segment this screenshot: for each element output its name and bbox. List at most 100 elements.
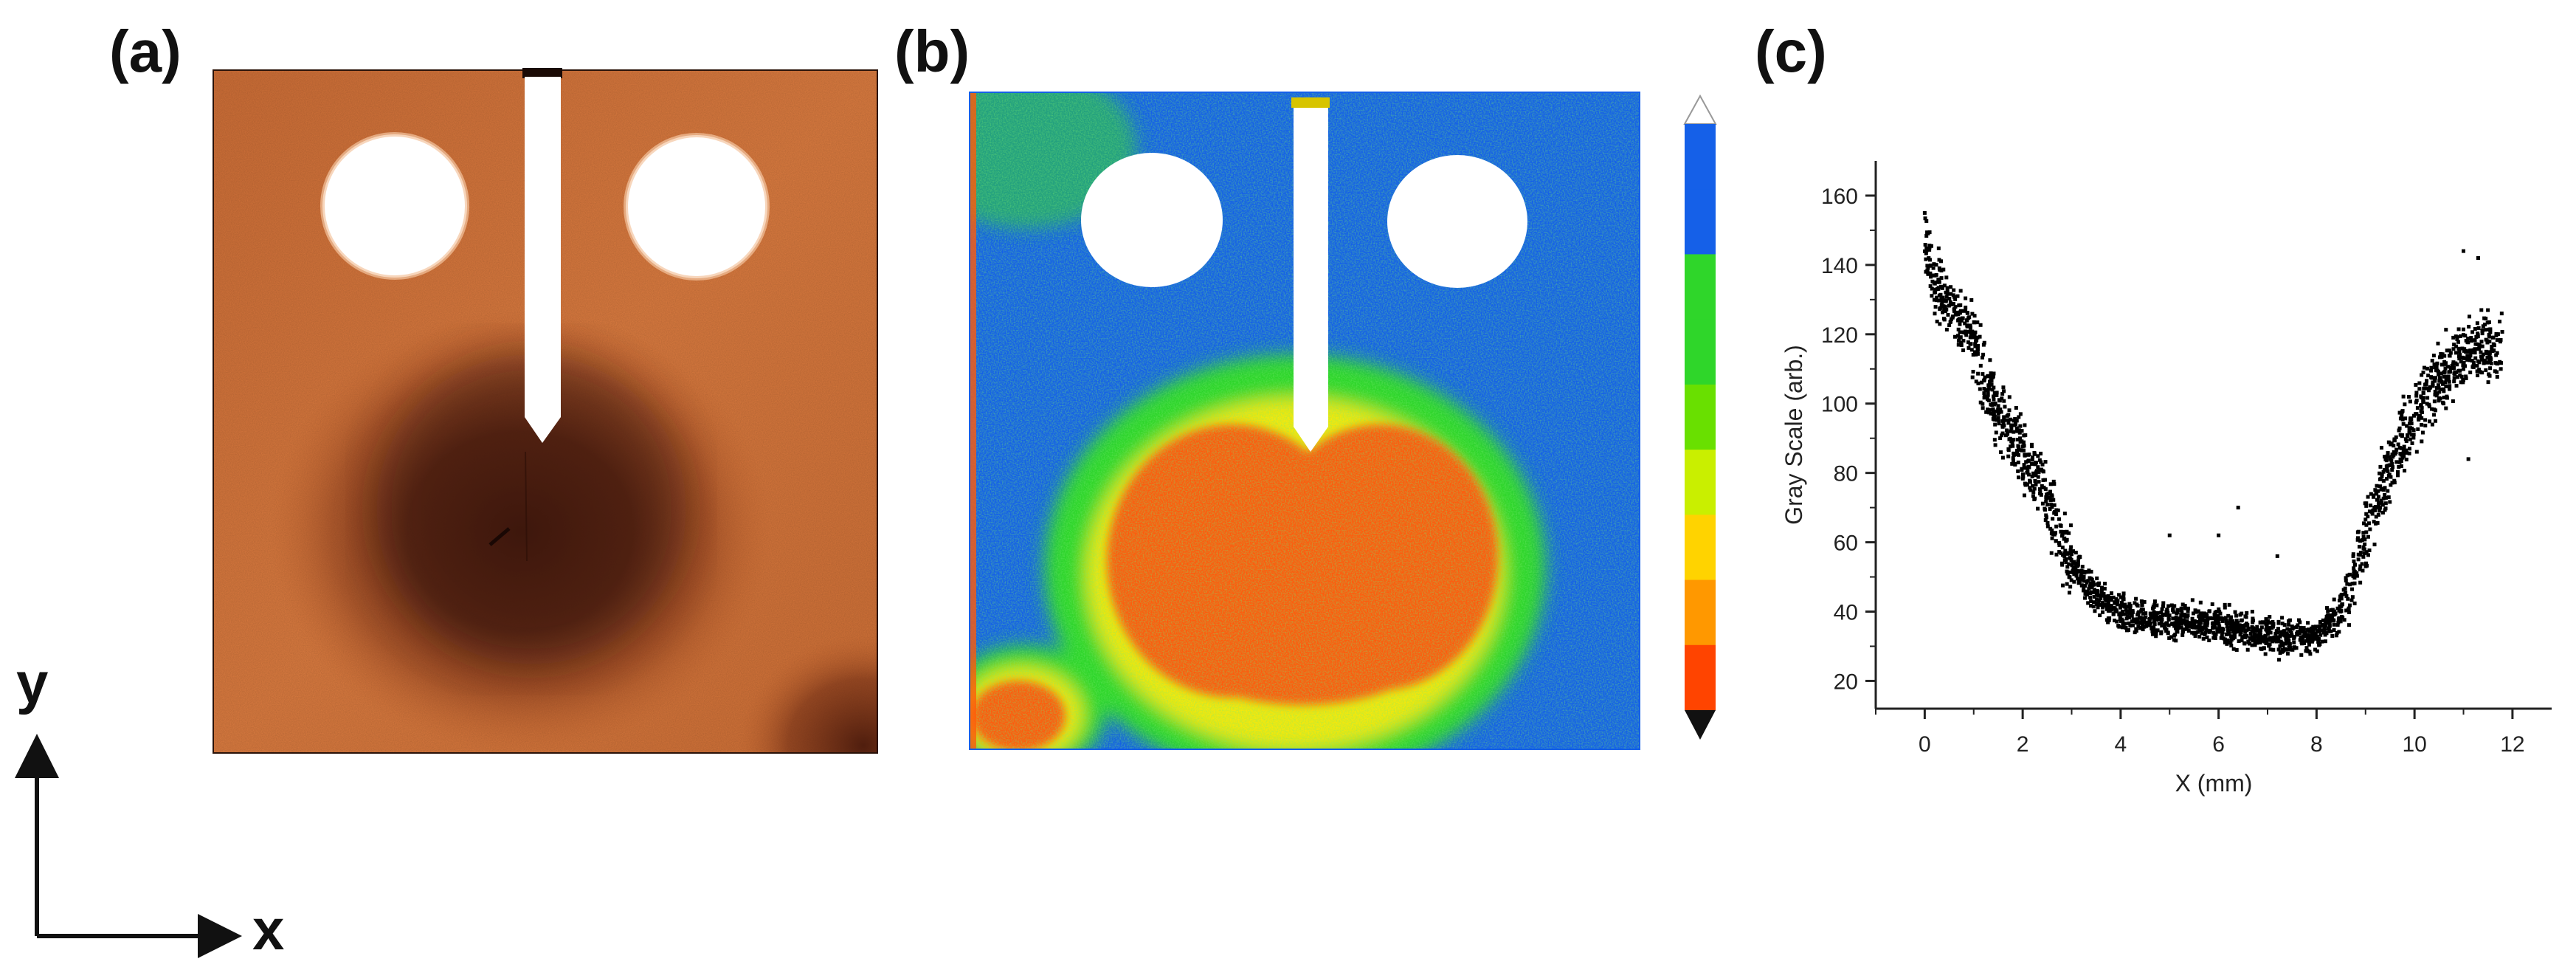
data-point bbox=[2425, 396, 2430, 400]
data-point bbox=[1990, 388, 1995, 392]
data-point bbox=[2482, 316, 2487, 320]
data-point bbox=[2140, 621, 2144, 625]
x-tick-label: 6 bbox=[2212, 732, 2225, 757]
data-point bbox=[2205, 635, 2209, 639]
data-point bbox=[1989, 407, 1993, 412]
colorbar-level bbox=[1685, 644, 1716, 711]
data-point bbox=[2103, 594, 2107, 599]
data-point bbox=[2058, 523, 2062, 528]
colormap-image bbox=[969, 92, 1640, 750]
data-point bbox=[2409, 433, 2414, 437]
data-point bbox=[2121, 597, 2126, 602]
data-point bbox=[2063, 548, 2068, 553]
data-point bbox=[2086, 601, 2090, 605]
data-point bbox=[2050, 536, 2054, 540]
data-point bbox=[2248, 636, 2253, 641]
data-point bbox=[2101, 605, 2105, 610]
data-point bbox=[2432, 413, 2437, 417]
data-point bbox=[2423, 418, 2428, 422]
data-point bbox=[2283, 633, 2287, 638]
data-point bbox=[2067, 591, 2071, 595]
data-point bbox=[2204, 627, 2209, 632]
data-point bbox=[2435, 368, 2439, 373]
data-point bbox=[2160, 607, 2164, 611]
data-point bbox=[1958, 317, 1962, 321]
data-point bbox=[1934, 272, 1938, 277]
data-point bbox=[2484, 368, 2488, 372]
data-point bbox=[2361, 568, 2365, 573]
data-point bbox=[2037, 487, 2042, 492]
data-point bbox=[2432, 399, 2437, 404]
data-point bbox=[2077, 569, 2082, 574]
data-point bbox=[1964, 296, 1968, 300]
data-point bbox=[2351, 554, 2355, 558]
data-point bbox=[1941, 298, 1946, 303]
data-point bbox=[2099, 602, 2104, 607]
data-point bbox=[2219, 636, 2223, 640]
data-point bbox=[2064, 539, 2068, 543]
data-point bbox=[2423, 382, 2428, 387]
data-point bbox=[2498, 320, 2502, 324]
data-point bbox=[2329, 629, 2333, 633]
data-point bbox=[2183, 614, 2187, 619]
data-point bbox=[2268, 630, 2273, 635]
data-point bbox=[2186, 606, 2190, 610]
data-point bbox=[2348, 582, 2352, 587]
data-point bbox=[2302, 640, 2306, 644]
data-point bbox=[2475, 321, 2479, 326]
data-point bbox=[2213, 625, 2217, 630]
data-point bbox=[2448, 370, 2452, 374]
data-point bbox=[2457, 350, 2462, 354]
data-point bbox=[1963, 321, 1967, 326]
data-point bbox=[2130, 619, 2134, 624]
data-point bbox=[2389, 483, 2393, 487]
data-point bbox=[1941, 295, 1945, 300]
data-point bbox=[2127, 602, 2132, 606]
y-tick-label: 120 bbox=[1821, 323, 1858, 348]
data-point bbox=[2431, 354, 2436, 358]
data-point bbox=[2403, 469, 2407, 473]
data-point bbox=[2317, 643, 2321, 647]
data-point bbox=[2338, 619, 2343, 624]
data-point bbox=[2152, 619, 2157, 624]
data-point bbox=[1981, 343, 1986, 347]
data-point bbox=[2469, 339, 2473, 343]
data-point bbox=[2442, 354, 2447, 358]
data-point bbox=[1981, 355, 1985, 360]
data-point bbox=[2141, 608, 2145, 612]
data-point bbox=[2068, 523, 2073, 528]
data-point bbox=[2310, 626, 2314, 630]
data-point bbox=[2493, 361, 2498, 365]
data-point bbox=[2127, 615, 2132, 619]
data-point bbox=[2473, 338, 2477, 343]
data-point bbox=[1925, 268, 1930, 272]
data-point bbox=[2356, 529, 2361, 534]
data-point bbox=[2020, 444, 2025, 449]
data-point bbox=[2280, 622, 2285, 626]
data-point bbox=[2007, 408, 2012, 413]
data-point bbox=[2165, 608, 2169, 612]
data-point bbox=[2361, 554, 2366, 559]
data-point bbox=[1989, 377, 1993, 382]
x-tick-label: 8 bbox=[2310, 732, 2323, 757]
data-point bbox=[2265, 625, 2269, 630]
data-point bbox=[1992, 402, 1997, 407]
data-point bbox=[1951, 302, 1955, 306]
data-point bbox=[2462, 367, 2466, 371]
data-point bbox=[2051, 517, 2055, 521]
data-point bbox=[2068, 575, 2072, 579]
data-point bbox=[2009, 417, 2013, 422]
data-point bbox=[1972, 314, 1977, 318]
data-point bbox=[2276, 636, 2280, 640]
data-point bbox=[1989, 382, 1994, 387]
data-point bbox=[2469, 336, 2473, 340]
data-point bbox=[2494, 333, 2499, 337]
data-point bbox=[2332, 609, 2336, 613]
data-point bbox=[2380, 503, 2385, 507]
data-point bbox=[2310, 632, 2315, 636]
data-point bbox=[2005, 418, 2009, 422]
data-point bbox=[2074, 574, 2079, 578]
data-point bbox=[2442, 370, 2447, 374]
data-point bbox=[1962, 330, 1966, 334]
data-point bbox=[2492, 343, 2496, 348]
